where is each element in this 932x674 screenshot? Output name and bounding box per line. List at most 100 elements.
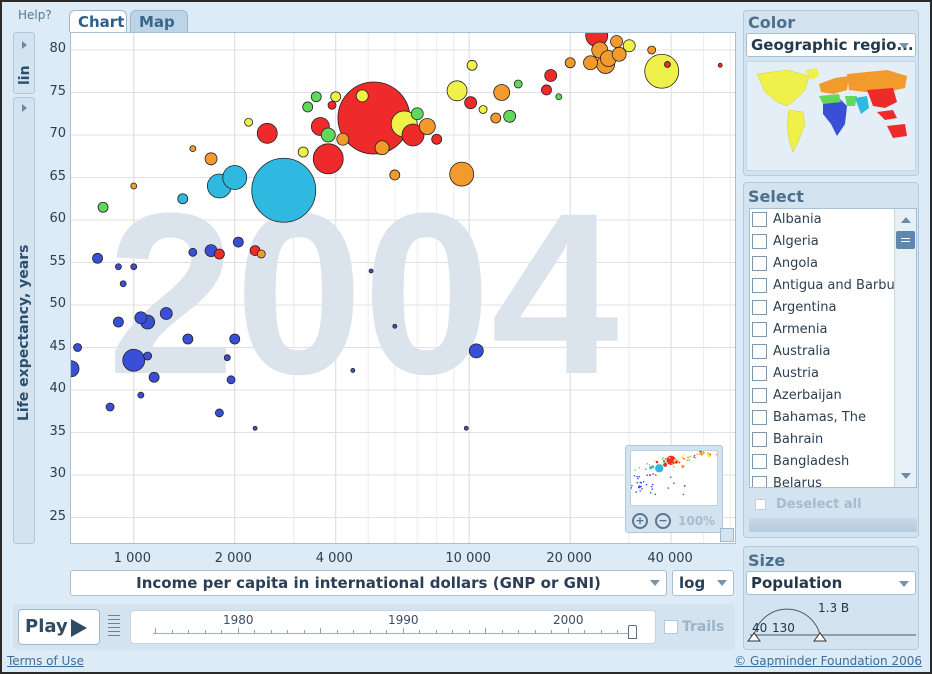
country-checkbox[interactable] [752, 432, 767, 447]
bubble[interactable] [410, 107, 424, 121]
bubble[interactable] [312, 143, 344, 175]
bubble[interactable] [503, 109, 517, 123]
country-list[interactable]: Albania Algeria Angola Antigua and Barbu...… [749, 208, 917, 488]
bubble[interactable] [222, 165, 248, 190]
bubble[interactable] [717, 62, 723, 68]
bubble[interactable] [148, 371, 160, 383]
bubble[interactable] [555, 93, 563, 101]
bubble[interactable] [336, 132, 350, 146]
bubble[interactable] [226, 375, 236, 385]
country-checkbox[interactable] [752, 234, 767, 249]
deselect-all-button[interactable]: Deselect all [751, 494, 917, 516]
tab-map[interactable]: Map [130, 10, 188, 32]
country-checkbox[interactable] [752, 454, 767, 469]
bubble[interactable] [130, 182, 138, 190]
country-checkbox[interactable] [752, 322, 767, 337]
zoom-out-icon[interactable]: − [655, 513, 671, 529]
bubble[interactable] [401, 123, 425, 147]
bubble[interactable] [137, 391, 145, 399]
bubble[interactable] [302, 101, 314, 113]
bubble[interactable] [327, 100, 337, 110]
bubble[interactable] [189, 145, 197, 152]
bubble[interactable] [368, 268, 374, 274]
terms-of-use-link[interactable]: Terms of Use [7, 654, 84, 668]
bubble[interactable] [223, 354, 231, 362]
list-item[interactable]: Bahrain [750, 429, 895, 451]
bubble[interactable] [320, 127, 336, 143]
bubble[interactable] [113, 316, 124, 328]
bubble[interactable] [256, 249, 266, 259]
bubble[interactable] [297, 146, 309, 158]
bubble[interactable] [610, 35, 623, 48]
list-item[interactable]: Albania [750, 209, 895, 231]
country-checkbox[interactable] [752, 344, 767, 359]
country-checkbox[interactable] [752, 300, 767, 315]
copyright-link[interactable]: © Gapminder Foundation 2006 [734, 654, 922, 668]
bubble[interactable] [564, 57, 576, 69]
country-checkbox[interactable] [752, 256, 767, 271]
bubble[interactable] [252, 425, 258, 431]
bubble[interactable] [232, 236, 244, 248]
chart-canvas[interactable]: 2004 [71, 33, 735, 543]
list-item[interactable]: Austria [750, 363, 895, 385]
bubble[interactable] [122, 348, 146, 372]
bubble[interactable] [204, 152, 218, 166]
bubble[interactable] [647, 45, 657, 55]
x-scale-selector[interactable]: log [672, 570, 734, 596]
bubble[interactable] [583, 55, 598, 71]
trails-toggle[interactable]: Trails [664, 614, 734, 640]
scroll-up-icon[interactable] [901, 217, 911, 223]
bubble[interactable] [544, 69, 558, 82]
list-scrollbar[interactable] [894, 209, 916, 487]
bubble[interactable] [130, 263, 138, 271]
list-item[interactable]: Belarus [750, 473, 895, 487]
bubble[interactable] [97, 201, 109, 213]
bubble[interactable] [244, 117, 254, 127]
world-map[interactable] [747, 62, 915, 170]
overview-panel[interactable]: + − 100% [625, 445, 723, 533]
x-axis-indicator-selector[interactable]: Income per capita in international dolla… [70, 570, 667, 596]
bubble[interactable] [513, 79, 523, 89]
bubble[interactable] [541, 84, 552, 96]
bubble[interactable] [310, 91, 322, 103]
play-button[interactable]: Play [18, 609, 100, 645]
bubble[interactable] [92, 252, 103, 264]
list-item[interactable]: Australia [750, 341, 895, 363]
size-selector[interactable]: Population [746, 571, 916, 595]
country-checkbox[interactable] [752, 278, 767, 293]
bubble[interactable] [256, 122, 278, 144]
list-item[interactable]: Argentina [750, 297, 895, 319]
bubble[interactable] [350, 368, 356, 373]
scroll-thumb[interactable] [896, 231, 915, 249]
list-item[interactable]: Bahamas, The [750, 407, 895, 429]
resize-handle-icon[interactable] [720, 528, 734, 542]
zoom-in-icon[interactable]: + [632, 513, 648, 529]
bubble[interactable] [463, 425, 469, 431]
bubble[interactable] [449, 161, 475, 187]
bubble[interactable] [664, 61, 671, 68]
bubble[interactable] [622, 39, 636, 53]
list-item[interactable]: Bangladesh [750, 451, 895, 473]
trails-checkbox[interactable] [664, 620, 678, 634]
bubble[interactable] [213, 248, 225, 260]
list-item[interactable]: Algeria [750, 231, 895, 253]
bubble[interactable] [177, 193, 189, 205]
bubble[interactable] [119, 280, 127, 288]
bubble[interactable] [431, 133, 443, 145]
help-link[interactable]: Help? [18, 8, 52, 22]
country-checkbox[interactable] [752, 388, 767, 403]
bubble[interactable] [446, 80, 468, 102]
bubble[interactable] [478, 105, 488, 114]
bubble[interactable] [355, 89, 369, 103]
bubble[interactable] [73, 343, 82, 352]
bubble[interactable] [143, 351, 153, 361]
list-item[interactable]: Azerbaijan [750, 385, 895, 407]
bubble[interactable] [214, 408, 224, 418]
bubble-chart[interactable]: 2004 + − 100% [70, 32, 736, 544]
overview-thumbnail[interactable] [630, 450, 718, 506]
list-item[interactable]: Armenia [750, 319, 895, 341]
timeline-slider[interactable]: 1980 1990 2000 [130, 610, 656, 644]
bubble[interactable] [105, 402, 115, 412]
bubble[interactable] [330, 91, 342, 103]
bubble[interactable] [389, 169, 401, 181]
